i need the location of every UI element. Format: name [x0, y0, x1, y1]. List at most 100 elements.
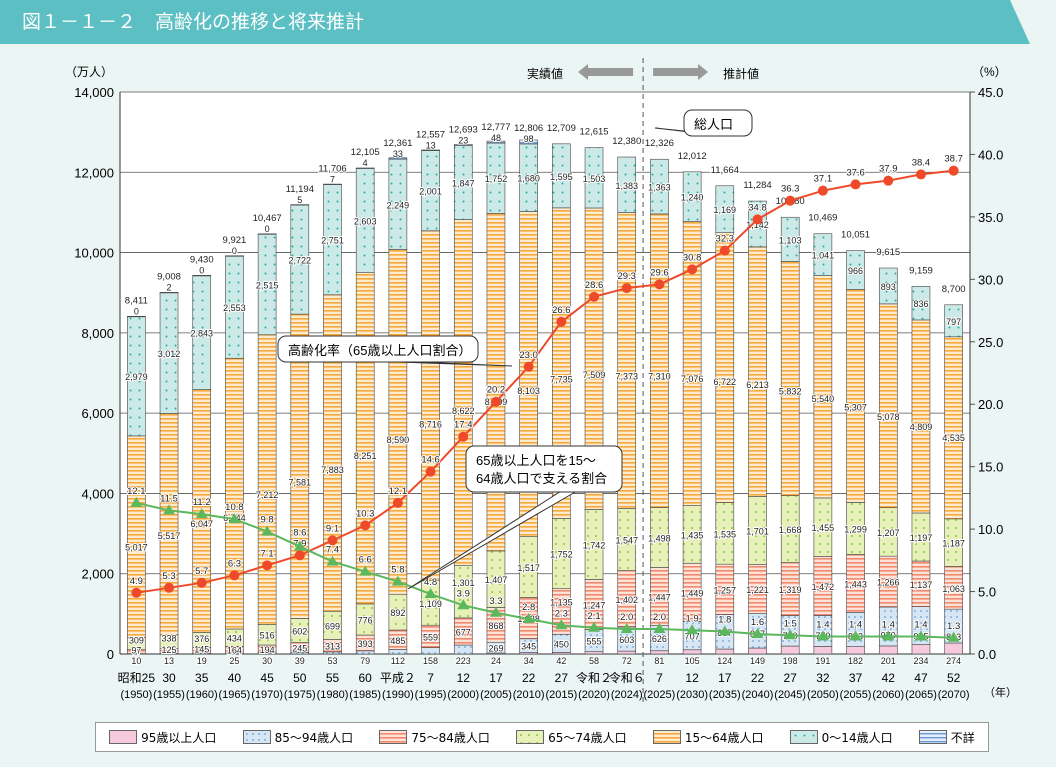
bar-segment [421, 230, 440, 581]
bar-segment [421, 647, 440, 655]
data-point [882, 630, 895, 641]
bar-segment [780, 261, 800, 496]
segment-label: 345 [521, 642, 536, 652]
y2-tick-label: 25.0 [978, 335, 1003, 350]
legend-swatch [109, 730, 138, 744]
x-tick-year: (2015) [545, 689, 577, 701]
segment-label: 7,373 [615, 371, 638, 381]
legend-item: 75～84歳人口 [379, 729, 490, 746]
x-tick-year: (2070) [938, 689, 970, 701]
segment-label: 7,883 [321, 465, 344, 475]
data-label: 2.1 [587, 611, 600, 622]
data-label: 4.8 [424, 577, 437, 588]
data-point [294, 550, 305, 561]
segment-label: 8,590 [387, 435, 410, 445]
y-tick-label: 2,000 [81, 567, 114, 582]
x-tick-year: (2010) [513, 689, 545, 701]
segment-label: 25 [229, 656, 239, 666]
data-label: 8.6 [293, 528, 306, 539]
legend-label: 65～74歳人口 [548, 730, 627, 745]
data-point [556, 316, 567, 327]
bar-segment [127, 316, 146, 318]
segment-label: 393 [358, 639, 373, 649]
data-point [228, 513, 241, 524]
data-point [947, 631, 960, 642]
segment-label: 23 [458, 135, 468, 145]
aging-callout-pointer [397, 361, 513, 367]
data-point [425, 466, 436, 477]
x-tick-year: (2040) [742, 689, 774, 701]
bar-segment [748, 246, 767, 497]
segment-label: 7,735 [550, 375, 573, 385]
segment-label: 2,001 [419, 187, 442, 197]
data-label: 11.2 [193, 497, 211, 508]
segment-label: 1,266 [877, 578, 900, 588]
total-label: 10,051 [841, 230, 870, 241]
x-tick-label: 12 [457, 671, 471, 685]
x-tick-label: 42 [882, 671, 896, 685]
segment-label: 5,540 [812, 394, 835, 404]
segment-label: 7,076 [681, 374, 704, 384]
x-tick-year: (1960) [186, 689, 218, 701]
bar-segment [552, 143, 571, 209]
total-label: 8,700 [942, 284, 966, 295]
segment-label: 39 [295, 656, 305, 666]
y-tick-label: 8,000 [81, 326, 114, 341]
data-label: 38.7 [944, 154, 963, 165]
bar-segment [715, 185, 735, 234]
x-tick-year: (1970) [251, 689, 283, 701]
total-label: 11,706 [318, 163, 346, 174]
segment-label: 7,581 [289, 477, 312, 487]
segment-label: 3,012 [158, 349, 181, 359]
data-label: 10.8 [225, 502, 244, 513]
legend-item: 15～64歳人口 [652, 729, 763, 746]
segment-label: 450 [554, 639, 569, 649]
data-label: 1.4 [914, 620, 927, 631]
segment-label: 1,257 [714, 585, 737, 595]
legend-item: 不詳 [918, 729, 975, 746]
segment-label: 97 [131, 646, 141, 656]
segment-label: 1,701 [746, 526, 769, 536]
bar-segment [911, 286, 931, 321]
x-tick-year: (1955) [153, 689, 185, 701]
segment-label: 191 [815, 656, 830, 666]
total-label: 9,008 [157, 272, 181, 283]
segment-label: 33 [393, 149, 403, 159]
bar-segment [650, 213, 669, 508]
data-label: 7.4 [326, 545, 339, 556]
segment-label: 1,169 [714, 205, 737, 215]
segment-label: 0 [199, 265, 204, 275]
y2-axis-unit: （%） [972, 65, 1007, 79]
bar-segment [813, 275, 833, 499]
legend-swatch [918, 730, 947, 744]
segment-label: 274 [946, 656, 961, 666]
data-point [490, 396, 501, 407]
data-label: 6.6 [359, 555, 372, 566]
segment-label: 4,535 [942, 433, 965, 443]
segment-label: 234 [913, 656, 928, 666]
x-tick-label: 45 [260, 671, 274, 685]
y-axis-unit: （万人） [65, 65, 113, 79]
x-tick-label: 47 [914, 671, 928, 685]
segment-label: 1,407 [485, 575, 508, 585]
segment-label: 8,103 [517, 386, 540, 396]
segment-label: 868 [488, 621, 503, 631]
x-tick-label: 37 [849, 671, 863, 685]
bar-segment [355, 167, 375, 169]
data-point [620, 623, 633, 634]
segment-label: 5,517 [158, 531, 181, 541]
data-label: 5.7 [195, 566, 208, 577]
data-label: 30.8 [683, 252, 702, 263]
x-tick-label: 55 [326, 671, 340, 685]
segment-label: 1,319 [779, 585, 802, 595]
total-callout-box [683, 109, 753, 137]
segment-label: 434 [227, 634, 242, 644]
x-axis-unit: （年） [984, 685, 1017, 699]
data-point [457, 599, 470, 610]
data-point [131, 587, 142, 598]
y2-tick-label: 45.0 [978, 85, 1003, 100]
data-point [489, 606, 502, 617]
data-point [360, 520, 371, 531]
bar-segment [780, 645, 800, 655]
support-callout-box [465, 445, 623, 493]
